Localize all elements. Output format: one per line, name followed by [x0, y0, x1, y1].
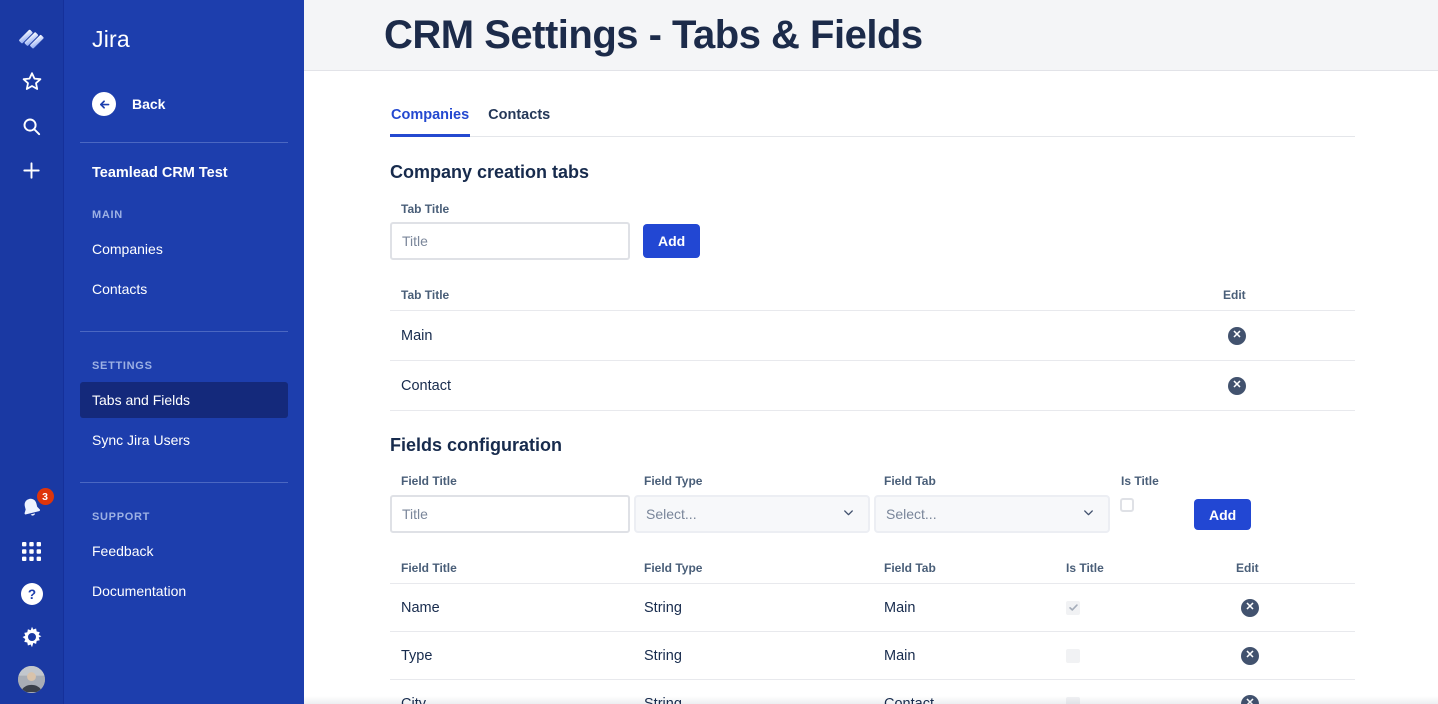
entity-tabs: Companies Contacts: [390, 107, 1355, 137]
col-is-title: Is Title: [1066, 561, 1104, 575]
table-row: Type String Main ✕: [390, 632, 1355, 680]
search-icon[interactable]: [18, 112, 46, 140]
delete-tab-button[interactable]: ✕: [1228, 326, 1246, 345]
chevron-down-icon: [1081, 505, 1096, 523]
field-tab-select[interactable]: Select...: [874, 495, 1110, 533]
bottom-fade: [304, 696, 1438, 704]
table-row: Contact ✕: [390, 361, 1355, 411]
delete-field-button[interactable]: ✕: [1241, 646, 1259, 665]
tab-contacts[interactable]: Contacts: [488, 107, 551, 123]
notification-count-badge: 3: [36, 488, 54, 505]
content: Companies Contacts Company creation tabs…: [304, 107, 1438, 704]
tab-companies[interactable]: Companies: [390, 107, 471, 137]
plus-icon[interactable]: [18, 156, 46, 184]
add-field-form: Field Title Field Type Select... Field T…: [390, 474, 1355, 533]
table-row: City String Contact ✕: [390, 680, 1355, 704]
back-arrow-icon: [92, 92, 116, 116]
apps-grid-icon[interactable]: [18, 537, 46, 565]
is-title-label: Is Title: [1121, 474, 1159, 488]
table-row: Main ✕: [390, 311, 1355, 361]
user-avatar[interactable]: [18, 666, 45, 693]
table-row: Name String Main ✕: [390, 584, 1355, 632]
sidebar-item-companies[interactable]: Companies: [92, 241, 163, 257]
sidebar-section-support: SUPPORT: [92, 511, 151, 523]
field-type-label: Field Type: [644, 474, 703, 488]
sidebar-item-tabs-and-fields[interactable]: Tabs and Fields: [80, 382, 288, 418]
sidebar-section-settings: SETTINGS: [92, 360, 153, 372]
field-title-cell: City: [390, 696, 633, 704]
col-field-type: Field Type: [644, 561, 703, 575]
field-tab-cell: Contact: [873, 696, 1055, 704]
sidebar-divider: [80, 142, 288, 143]
sidebar-item-feedback[interactable]: Feedback: [92, 543, 154, 559]
field-tab-cell: Main: [884, 599, 916, 616]
chevron-down-icon: [841, 505, 856, 523]
tab-title-input[interactable]: [390, 222, 630, 260]
col-edit: Edit: [1223, 288, 1246, 302]
sidebar-item-documentation[interactable]: Documentation: [92, 583, 187, 599]
col-edit: Edit: [1236, 561, 1259, 575]
add-tab-button[interactable]: Add: [643, 224, 701, 258]
page-title: CRM Settings - Tabs & Fields: [384, 12, 923, 57]
col-field-title: Field Title: [401, 561, 457, 575]
field-title-label: Field Title: [401, 474, 457, 488]
sidebar-divider: [80, 482, 288, 483]
field-tab-cell: Main: [884, 647, 916, 664]
company-tabs-table: Tab Title Edit Main ✕ Contact ✕: [390, 280, 1355, 411]
sidebar: Jira Back Teamlead CRM Test MAIN Compani…: [64, 0, 304, 704]
field-type-cell: String: [633, 696, 873, 704]
field-tab-value: Select...: [886, 506, 937, 522]
field-title-input[interactable]: [390, 495, 630, 533]
company-creation-tabs-heading: Company creation tabs: [390, 162, 590, 182]
back-label: Back: [132, 96, 166, 112]
jira-logo-icon[interactable]: [18, 24, 46, 52]
field-type-cell: String: [644, 599, 682, 616]
field-title-cell: Type: [401, 647, 433, 664]
icon-rail: 3 ?: [0, 0, 64, 704]
table-header-row: Tab Title Edit: [390, 280, 1355, 311]
back-button[interactable]: Back: [92, 92, 304, 116]
app-title: Jira: [92, 26, 130, 52]
fields-table: Field Title Field Type Field Tab Is Titl…: [390, 553, 1355, 704]
is-title-checkbox[interactable]: [1120, 498, 1134, 512]
field-type-cell: String: [644, 647, 682, 664]
table-header-row: Field Title Field Type Field Tab Is Titl…: [390, 553, 1355, 584]
field-title-cell: Name: [401, 599, 440, 616]
notifications-bell-icon[interactable]: 3: [18, 488, 54, 522]
tab-title-cell: Main: [401, 327, 433, 344]
is-title-readonly-checkbox: [1066, 600, 1080, 615]
sidebar-item-sync-jira-users[interactable]: Sync Jira Users: [92, 432, 191, 448]
svg-text:?: ?: [27, 587, 35, 602]
delete-field-button[interactable]: ✕: [1241, 598, 1259, 617]
delete-field-button[interactable]: ✕: [1241, 694, 1259, 704]
page-header: CRM Settings - Tabs & Fields: [304, 0, 1438, 71]
field-type-select[interactable]: Select...: [634, 495, 870, 533]
is-title-readonly-checkbox: [1066, 648, 1080, 663]
sidebar-section-main: MAIN: [92, 209, 123, 221]
main-area: CRM Settings - Tabs & Fields Companies C…: [304, 0, 1438, 704]
tab-title-label: Tab Title: [401, 202, 450, 216]
col-field-tab: Field Tab: [884, 561, 936, 575]
field-tab-label: Field Tab: [884, 474, 936, 488]
delete-tab-button[interactable]: ✕: [1228, 376, 1246, 395]
field-type-value: Select...: [646, 506, 697, 522]
sidebar-item-contacts[interactable]: Contacts: [92, 281, 148, 297]
tab-title-cell: Contact: [401, 377, 451, 394]
workspace-name: Teamlead CRM Test: [92, 165, 228, 181]
add-field-button[interactable]: Add: [1194, 499, 1252, 530]
settings-gear-icon[interactable]: [18, 623, 46, 651]
is-title-readonly-checkbox: [1066, 696, 1080, 704]
star-icon[interactable]: [18, 68, 46, 96]
sidebar-divider: [80, 331, 288, 332]
fields-configuration-heading: Fields configuration: [390, 435, 563, 455]
add-tab-form: Add: [390, 222, 1355, 260]
help-icon[interactable]: ?: [18, 580, 46, 608]
col-tab-title: Tab Title: [401, 288, 450, 302]
